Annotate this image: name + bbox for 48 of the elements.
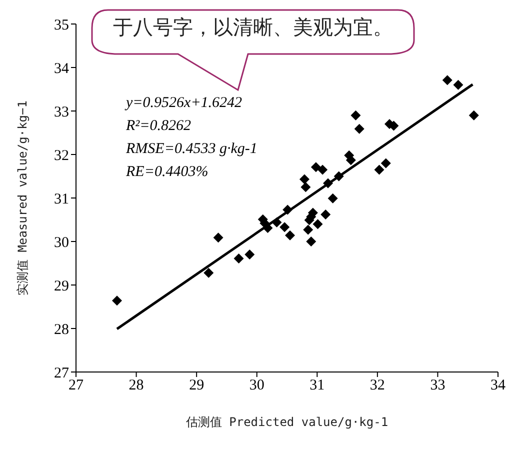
point: [234, 253, 244, 264]
point: [306, 236, 316, 246]
annotation: R²=0.8262: [126, 117, 192, 136]
point: [328, 193, 338, 204]
y-tick-label: 34: [54, 60, 70, 77]
point: [380, 158, 391, 168]
x-tick-label: 33: [430, 378, 446, 394]
y-tick-label: 30: [54, 234, 69, 251]
point: [354, 124, 364, 134]
y-tick-label: 35: [54, 17, 69, 34]
annotation: RMSE=0.4533 g·kg-1: [126, 140, 258, 159]
point: [453, 80, 464, 90]
y-axis-title: 实测值 Measured value/g·kg−1: [15, 100, 30, 296]
x-tick-label: 30: [249, 378, 264, 394]
point: [280, 222, 290, 232]
point: [244, 250, 255, 260]
y-tick-label: 28: [54, 322, 69, 338]
x-tick-label: 31: [310, 378, 325, 394]
point: [300, 182, 311, 192]
point: [468, 110, 479, 120]
point: [204, 268, 214, 278]
y-tick-label: 27: [54, 365, 70, 382]
point: [299, 174, 310, 184]
y-tick-label: 29: [54, 278, 69, 294]
x-tick-label: 32: [370, 378, 385, 394]
annotation: y=0.9526x+1.6242: [126, 94, 244, 113]
annotation: 于八号字，以清晰、美观为宜。: [112, 14, 394, 41]
y-tick-label: 31: [54, 191, 69, 208]
y-tick-label: 33: [54, 104, 69, 120]
point: [374, 164, 384, 175]
point: [346, 155, 356, 166]
point: [318, 164, 328, 175]
x-tick-label: 29: [189, 378, 204, 394]
point: [312, 219, 323, 230]
x-axis-title: 估测值 Predicted value/g·kg-1: [184, 415, 388, 429]
point: [303, 224, 314, 235]
x-tick-label: 34: [490, 378, 506, 394]
x-tick-label: 28: [128, 378, 144, 394]
point: [285, 230, 296, 240]
point: [442, 75, 452, 86]
point: [213, 232, 224, 243]
y-tick-label: 32: [54, 148, 69, 164]
annotation: RE=0.4403%: [126, 163, 210, 182]
point: [320, 210, 331, 220]
point: [112, 296, 122, 306]
x-tick-label: 27: [68, 378, 84, 394]
point: [350, 110, 361, 120]
point: [310, 162, 321, 172]
